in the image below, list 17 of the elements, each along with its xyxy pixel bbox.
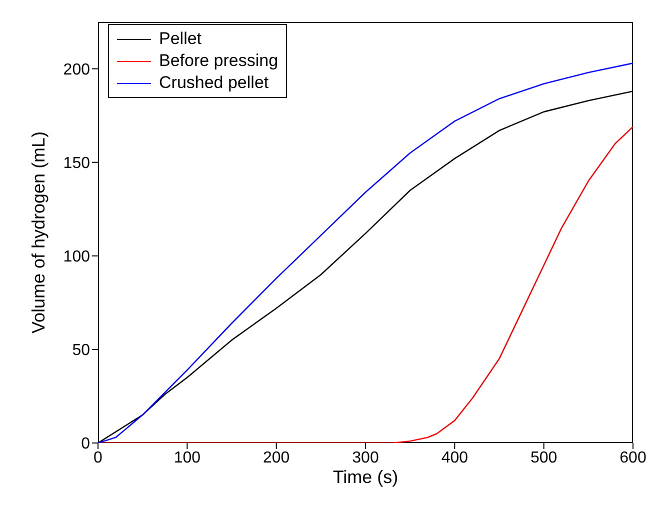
x-tick-label: 0 <box>94 449 103 466</box>
legend-label: Before pressing <box>159 50 278 72</box>
y-tick-label: 0 <box>81 436 90 453</box>
x-tick-label: 200 <box>262 449 290 466</box>
x-tick-label: 300 <box>352 449 379 466</box>
x-tick-label: 500 <box>530 449 558 466</box>
x-tick-label: 600 <box>620 449 646 466</box>
legend-label: Crushed pellet <box>159 72 269 94</box>
y-axis-title: Volume of hydrogen (mL) <box>28 131 48 334</box>
x-tick-label: 400 <box>441 449 468 466</box>
y-tick-label: 150 <box>63 155 90 172</box>
y-tick-label: 100 <box>63 248 90 266</box>
legend-label: Pellet <box>159 28 202 50</box>
x-axis-title: Time (s) <box>332 467 398 487</box>
y-tick-label: 50 <box>72 342 90 360</box>
y-tick-label: 200 <box>63 61 90 78</box>
x-tick-label: 100 <box>174 449 201 466</box>
